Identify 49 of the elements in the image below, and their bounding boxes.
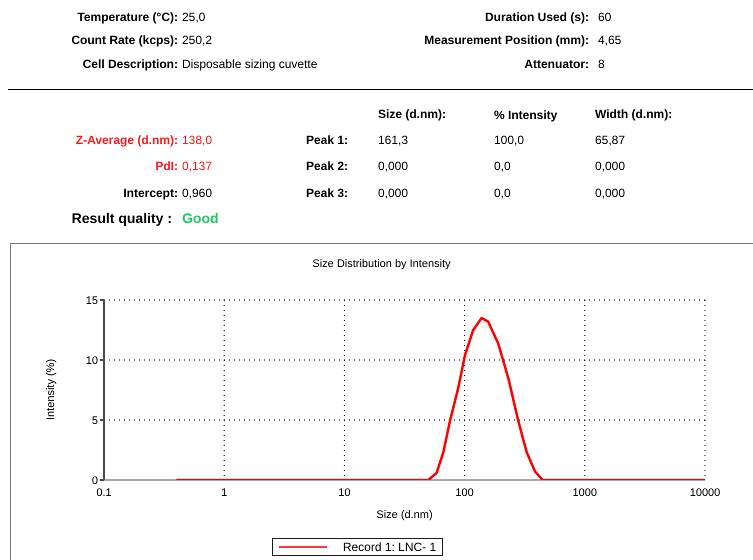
text: Size (d.nm): bbox=[378, 107, 446, 121]
text: 0,0 bbox=[494, 186, 511, 200]
text: Duration Used (s): bbox=[484, 10, 589, 24]
y-tick-label: 5 bbox=[92, 414, 98, 427]
text: Good bbox=[182, 210, 219, 226]
y-tick-label: 0 bbox=[92, 474, 98, 487]
y-axis-title: Intensity (%) bbox=[44, 358, 57, 420]
text: Peak 3: bbox=[306, 186, 348, 200]
text: Peak 2: bbox=[306, 159, 348, 173]
text: % Intensity bbox=[494, 108, 558, 122]
y-tick-label: 15 bbox=[86, 294, 98, 307]
legend-label: Record 1: LNC- 1 bbox=[342, 540, 436, 554]
text: 65,87 bbox=[595, 133, 626, 147]
text: PdI: bbox=[155, 159, 178, 173]
text: Measurement Position (mm): bbox=[424, 33, 589, 47]
text: Width (d.nm): bbox=[595, 107, 672, 121]
text: 0,0 bbox=[494, 159, 511, 173]
x-axis-title: Size (d.nm) bbox=[376, 509, 433, 521]
text: Temperature (°C): bbox=[77, 10, 178, 24]
text: 8 bbox=[598, 57, 605, 71]
text: 25,0 bbox=[182, 10, 206, 24]
text: Intercept: bbox=[123, 186, 178, 200]
x-tick-label: 10000 bbox=[690, 486, 720, 499]
x-tick-label: 100 bbox=[455, 486, 474, 499]
text: 60 bbox=[598, 10, 612, 24]
text: Attenuator: bbox=[524, 57, 589, 71]
text: Peak 1: bbox=[306, 133, 348, 147]
text: 0,960 bbox=[182, 186, 212, 200]
text: 138,0 bbox=[182, 133, 212, 147]
text: 100,0 bbox=[494, 133, 524, 147]
text: 0,000 bbox=[595, 186, 626, 200]
text: 4,65 bbox=[598, 33, 622, 47]
text: Result quality : bbox=[72, 210, 172, 226]
text: Cell Description: bbox=[82, 57, 178, 71]
text: 161,3 bbox=[378, 133, 408, 147]
text: 0,000 bbox=[595, 159, 626, 173]
text: 250,2 bbox=[182, 33, 212, 47]
x-tick-label: 10 bbox=[338, 486, 351, 499]
x-tick-label: 1000 bbox=[572, 486, 598, 499]
chart-title: Size Distribution by Intensity bbox=[311, 258, 452, 270]
text: Disposable sizing cuvette bbox=[182, 57, 318, 71]
y-tick-label: 10 bbox=[86, 354, 98, 367]
text: Count Rate (kcps): bbox=[71, 33, 178, 47]
text: 0,000 bbox=[378, 159, 408, 173]
x-tick-label: 0.1 bbox=[96, 486, 112, 499]
text: 0,137 bbox=[182, 159, 212, 173]
text: 0,000 bbox=[378, 186, 408, 200]
x-tick-label: 1 bbox=[221, 486, 228, 499]
text: Z-Average (d.nm): bbox=[76, 133, 178, 147]
